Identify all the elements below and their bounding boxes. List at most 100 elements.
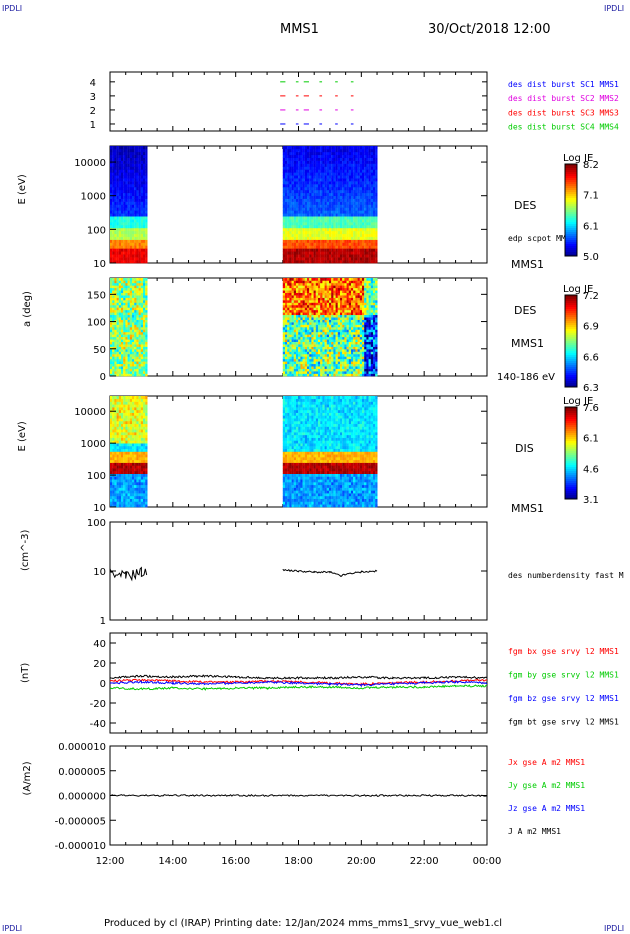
burst-legend-entry: des dist burst SC4 MMS4 bbox=[508, 123, 619, 132]
des-energy-colorbar-cell bbox=[565, 234, 577, 237]
des-energy-colorbar-cell bbox=[565, 224, 577, 227]
des-pitch-colorbar-tick: 6.6 bbox=[583, 352, 599, 363]
dis-energy-colorbar-cell bbox=[565, 413, 577, 416]
des-energy-overlay-label: edp scpot MMS1 bbox=[508, 234, 576, 243]
des-pitch-colorbar-cell bbox=[565, 325, 577, 328]
current-legend-entry: J A m2 MMS1 bbox=[508, 827, 561, 836]
bfield-series-line bbox=[109, 684, 488, 691]
des-pitch-colorbar-cell bbox=[565, 361, 577, 364]
current-ytick-label: 0.000005 bbox=[58, 767, 106, 778]
density-series-line bbox=[109, 566, 148, 582]
des-pitch-colorbar-cell bbox=[565, 355, 577, 358]
dis-energy-colorbar-cell bbox=[565, 473, 577, 476]
dis-energy-colorbar-cell bbox=[565, 497, 577, 500]
bfield-series-line bbox=[109, 674, 488, 680]
dis-energy-colorbar-cell bbox=[565, 443, 577, 446]
dis-energy-colorbar-tick: 6.1 bbox=[583, 434, 599, 445]
des-pitch-ylabel: a (deg) bbox=[22, 291, 33, 327]
dis-energy-colorbar-cell bbox=[565, 477, 577, 480]
dis-energy-colorbar-cell bbox=[565, 411, 577, 414]
des-energy-colorbar-cell bbox=[565, 242, 577, 245]
des-pitch-colorbar-cell bbox=[565, 301, 577, 304]
des-energy-colorbar-cell bbox=[565, 232, 577, 235]
des-energy-colorbar-cell bbox=[565, 176, 577, 179]
des-pitch-colorbar-cell bbox=[565, 317, 577, 320]
des-pitch-colorbar-cell bbox=[565, 373, 577, 376]
des-energy-colorbar-cell bbox=[565, 248, 577, 251]
des-energy-colorbar-cell bbox=[565, 210, 577, 213]
des-energy-colorbar-cell bbox=[565, 218, 577, 221]
des-pitch-colorbar-cell bbox=[565, 375, 577, 378]
des-energy-colorbar-cell bbox=[565, 220, 577, 223]
dis-energy-spacecraft: MMS1 bbox=[511, 502, 544, 515]
x-tick-label: 00:00 bbox=[473, 856, 502, 867]
des-pitch-colorbar-cell bbox=[565, 313, 577, 316]
dis-energy-spectrogram bbox=[110, 396, 378, 508]
dis-energy-colorbar-cell bbox=[565, 439, 577, 442]
current-series-line bbox=[110, 794, 487, 797]
burst-ytick-label: 3 bbox=[90, 92, 96, 103]
bfield-legend-entry: fgm bt gse srvy l2 MMS1 bbox=[508, 718, 619, 727]
x-tick-label: 18:00 bbox=[284, 856, 313, 867]
density-ylabel: (cm^-3) bbox=[20, 530, 31, 571]
dis-energy-colorbar-cell bbox=[565, 465, 577, 468]
dis-energy-colorbar-cell bbox=[565, 495, 577, 498]
des-energy-colorbar-cell bbox=[565, 184, 577, 187]
des-energy-colorbar-cell bbox=[565, 164, 577, 167]
des-pitch-colorbar-cell bbox=[565, 299, 577, 302]
dis-energy-colorbar-cell bbox=[565, 469, 577, 472]
des-pitch-colorbar-cell bbox=[565, 297, 577, 300]
des-pitch-colorbar-cell bbox=[565, 311, 577, 314]
des-pitch-colorbar-tick: 6.9 bbox=[583, 322, 599, 333]
des-pitch-colorbar-cell bbox=[565, 345, 577, 348]
des-pitch-colorbar-title: Log JE bbox=[563, 284, 593, 295]
current-ytick-label: 0.000010 bbox=[58, 742, 106, 753]
dis-energy-colorbar-tick: 4.6 bbox=[583, 464, 599, 475]
bfield-ytick-label: 0 bbox=[100, 679, 106, 690]
des-pitch-colorbar-cell bbox=[565, 343, 577, 346]
dis-energy-colorbar-tick: 7.6 bbox=[583, 403, 599, 414]
des-pitch-ytick-label: 50 bbox=[93, 345, 106, 356]
des-pitch-colorbar-cell bbox=[565, 327, 577, 330]
des-pitch-ytick-label: 150 bbox=[87, 290, 106, 301]
dis-energy-colorbar-cell bbox=[565, 451, 577, 454]
dis-energy-colorbar-cell bbox=[565, 481, 577, 484]
des-pitch-colorbar-cell bbox=[565, 385, 577, 388]
spacecraft-title: MMS1 bbox=[280, 22, 319, 37]
des-pitch-ytick-label: 0 bbox=[100, 372, 106, 383]
des-energy-colorbar-cell bbox=[565, 186, 577, 189]
des-pitch-colorbar-cell bbox=[565, 295, 577, 298]
dis-energy-colorbar-cell bbox=[565, 489, 577, 492]
current-ytick-label: -0.000005 bbox=[55, 816, 106, 827]
des-energy-colorbar-cell bbox=[565, 250, 577, 253]
bfield-ytick-label: 20 bbox=[93, 659, 106, 670]
dis-energy-colorbar-cell bbox=[565, 429, 577, 432]
dis-energy-colorbar-cell bbox=[565, 471, 577, 474]
des-pitch-colorbar-cell bbox=[565, 347, 577, 350]
des-energy-colorbar-cell bbox=[565, 238, 577, 241]
des-energy-colorbar-cell bbox=[565, 246, 577, 249]
dis-energy-colorbar-title: Log JE bbox=[563, 396, 593, 407]
des-energy-colorbar-cell bbox=[565, 230, 577, 233]
burst-legend-entry: des dist burst SC2 MMS2 bbox=[508, 94, 619, 103]
des-energy-colorbar-cell bbox=[565, 200, 577, 203]
des-energy-colorbar-cell bbox=[565, 188, 577, 191]
dis-energy-colorbar-cell bbox=[565, 467, 577, 470]
des-pitch-colorbar-cell bbox=[565, 341, 577, 344]
des-pitch-colorbar-tick: 6.3 bbox=[583, 383, 599, 394]
dis-energy-colorbar-cell bbox=[565, 441, 577, 444]
current-legend-entry: Jx gse A m2 MMS1 bbox=[508, 758, 585, 767]
x-tick-label: 14:00 bbox=[158, 856, 187, 867]
dis-energy-ytick-label: 1000 bbox=[81, 439, 106, 450]
des-energy-colorbar-tick: 7.1 bbox=[583, 191, 599, 202]
des-pitch-colorbar-cell bbox=[565, 329, 577, 332]
density-ytick-label: 1 bbox=[100, 616, 106, 627]
dis-energy-colorbar-cell bbox=[565, 491, 577, 494]
des-energy-colorbar-cell bbox=[565, 254, 577, 257]
des-energy-colorbar-cell bbox=[565, 228, 577, 231]
des-energy-colorbar-cell bbox=[565, 178, 577, 181]
dis-energy-colorbar-cell bbox=[565, 461, 577, 464]
dis-energy-colorbar-cell bbox=[565, 407, 577, 410]
des-pitch-colorbar-cell bbox=[565, 357, 577, 360]
